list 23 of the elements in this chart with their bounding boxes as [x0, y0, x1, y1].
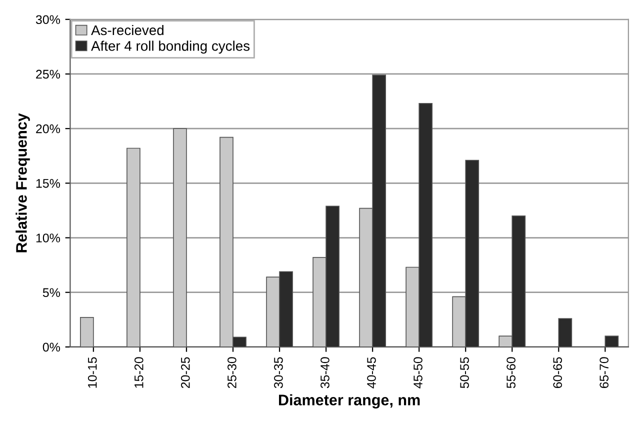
x-tick-label: 25-30: [228, 357, 236, 388]
x-tick-label: 65-70: [600, 357, 609, 388]
x-tick-label: 45-50: [414, 357, 422, 388]
legend-label: As-recieved: [91, 24, 164, 36]
x-tick-label: 40-45: [367, 357, 376, 388]
y-tick-label: 30%: [36, 15, 60, 24]
x-tick-label: 60-65: [553, 357, 562, 388]
x-tick-label: 15-20: [134, 357, 144, 388]
y-tick-label: 5%: [42, 288, 60, 298]
y-tick-label: 25%: [36, 70, 60, 79]
x-tick-label: 55-60: [506, 357, 516, 388]
y-tick-label: 20%: [36, 124, 60, 134]
x-tick-label: 50-55: [460, 357, 469, 388]
x-tick-label: 35-40: [320, 357, 330, 388]
y-tick-label: 15%: [36, 179, 60, 188]
x-tick-label: 30-35: [274, 357, 283, 388]
y-tick-label: 10%: [36, 234, 60, 242]
x-tick-label: 10-15: [88, 357, 97, 388]
x-tick-label: 20-25: [180, 357, 190, 388]
legend-label: After 4 roll bonding cycles: [91, 40, 250, 54]
x-axis-title: Diameter range, nm: [279, 394, 420, 409]
y-axis-title: Relative Frequency: [16, 113, 30, 252]
y-tick-label: 0%: [42, 342, 60, 352]
